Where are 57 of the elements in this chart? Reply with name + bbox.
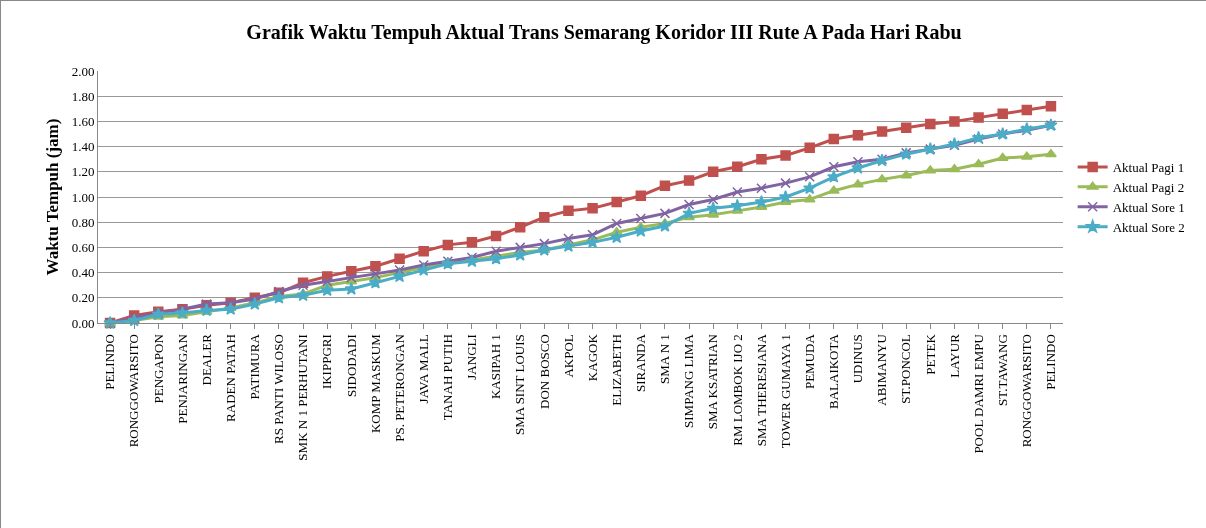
y-tick-label: 1.20	[71, 164, 95, 180]
x-tick-label: RS PANTI WILOSO	[271, 334, 287, 444]
x-tick-label: UDINUS	[850, 334, 866, 384]
legend-label: Aktual Pagi 2	[1112, 179, 1185, 195]
x-tick-label: SMA N 1	[657, 334, 673, 385]
x-tick-label: RONGGOWARSITO	[1019, 334, 1035, 448]
x-tick-label: TOWER GUMAYA 1	[777, 334, 793, 449]
x-tick-label: PENGAPON	[150, 333, 166, 404]
x-tick-label: SMA SINT LOUIS	[512, 334, 528, 436]
x-tick-label: SMA KSATRIAN	[705, 333, 721, 430]
y-tick-label: 0.80	[71, 214, 95, 230]
x-tick-label: PELINDO	[1043, 334, 1059, 390]
legend-label: Aktual Pagi 1	[1112, 160, 1185, 176]
x-tick-label: ELIZABETH	[608, 334, 624, 406]
x-tick-label: ABIMANYU	[874, 333, 890, 406]
y-tick-label: 2.00	[71, 63, 95, 79]
x-tick-label: DEALER	[198, 333, 214, 386]
x-tick-label: RM LOMBOK IJO 2	[729, 334, 745, 446]
x-tick-label: JAVA MALL	[415, 334, 431, 404]
x-tick-label: SIRANDA	[633, 333, 649, 392]
x-tick-label: ST.PONCOL	[898, 334, 914, 404]
x-tick-label: KASIPAH 1	[488, 334, 504, 400]
x-tick-label: RADEN PATAH	[222, 334, 238, 422]
y-tick-label: 1.80	[71, 88, 95, 104]
y-tick-label: 1.00	[71, 189, 95, 205]
y-tick-label: 0.00	[71, 315, 95, 331]
x-tick-label: POOL DAMRI EMPU	[970, 333, 986, 454]
x-tick-label: AKPOL	[560, 334, 576, 378]
x-tick-label: SIDODADI	[343, 334, 359, 398]
x-tick-label: RONGGOWARSITO	[126, 334, 142, 448]
x-tick-label: PENJARINGAN	[174, 333, 190, 424]
y-axis-title: Waktu Tempuh (jam)	[43, 118, 63, 276]
y-tick-label: 0.20	[71, 290, 95, 306]
x-tick-label: JANGLI	[464, 334, 480, 380]
x-tick-label: SMK N 1 PERHUTANI	[295, 334, 311, 461]
y-tick-label: 1.40	[71, 139, 95, 155]
x-tick-label: IKIPPGRI	[319, 334, 335, 390]
x-tick-label: PEMUDA	[801, 333, 817, 390]
x-tick-label: PS. PETERONGAN	[391, 333, 407, 442]
x-tick-label: DON BOSCO	[536, 334, 552, 409]
x-tick-label: KAGOK	[584, 333, 600, 382]
x-tick-label: PETEK	[922, 333, 938, 375]
x-tick-label: SMA THERESIANA	[753, 333, 769, 447]
x-tick-label: SIMPANG LIMA	[681, 333, 697, 428]
x-tick-label: LAYUR	[946, 333, 962, 378]
chart-title: Grafik Waktu Tempuh Aktual Trans Semarang Koridor III Rute A Pada Hari Rabu	[246, 20, 962, 44]
x-tick-label: BALAIKOTA	[826, 333, 842, 409]
x-tick-label: PATIMURA	[247, 333, 263, 400]
x-tick-label: ST.TAWANG	[994, 334, 1010, 406]
y-tick-label: 1.60	[71, 113, 95, 129]
x-tick-label: KOMP MASKUM	[367, 333, 383, 434]
legend-label: Aktual Sore 1	[1112, 199, 1185, 215]
y-tick-label: 0.40	[71, 265, 95, 281]
x-tick-label: TANAH PUTIH	[440, 334, 456, 421]
legend-label: Aktual Sore 2	[1112, 219, 1185, 235]
y-tick-label: 0.60	[71, 239, 95, 255]
x-tick-label: PELINDO	[102, 334, 118, 390]
